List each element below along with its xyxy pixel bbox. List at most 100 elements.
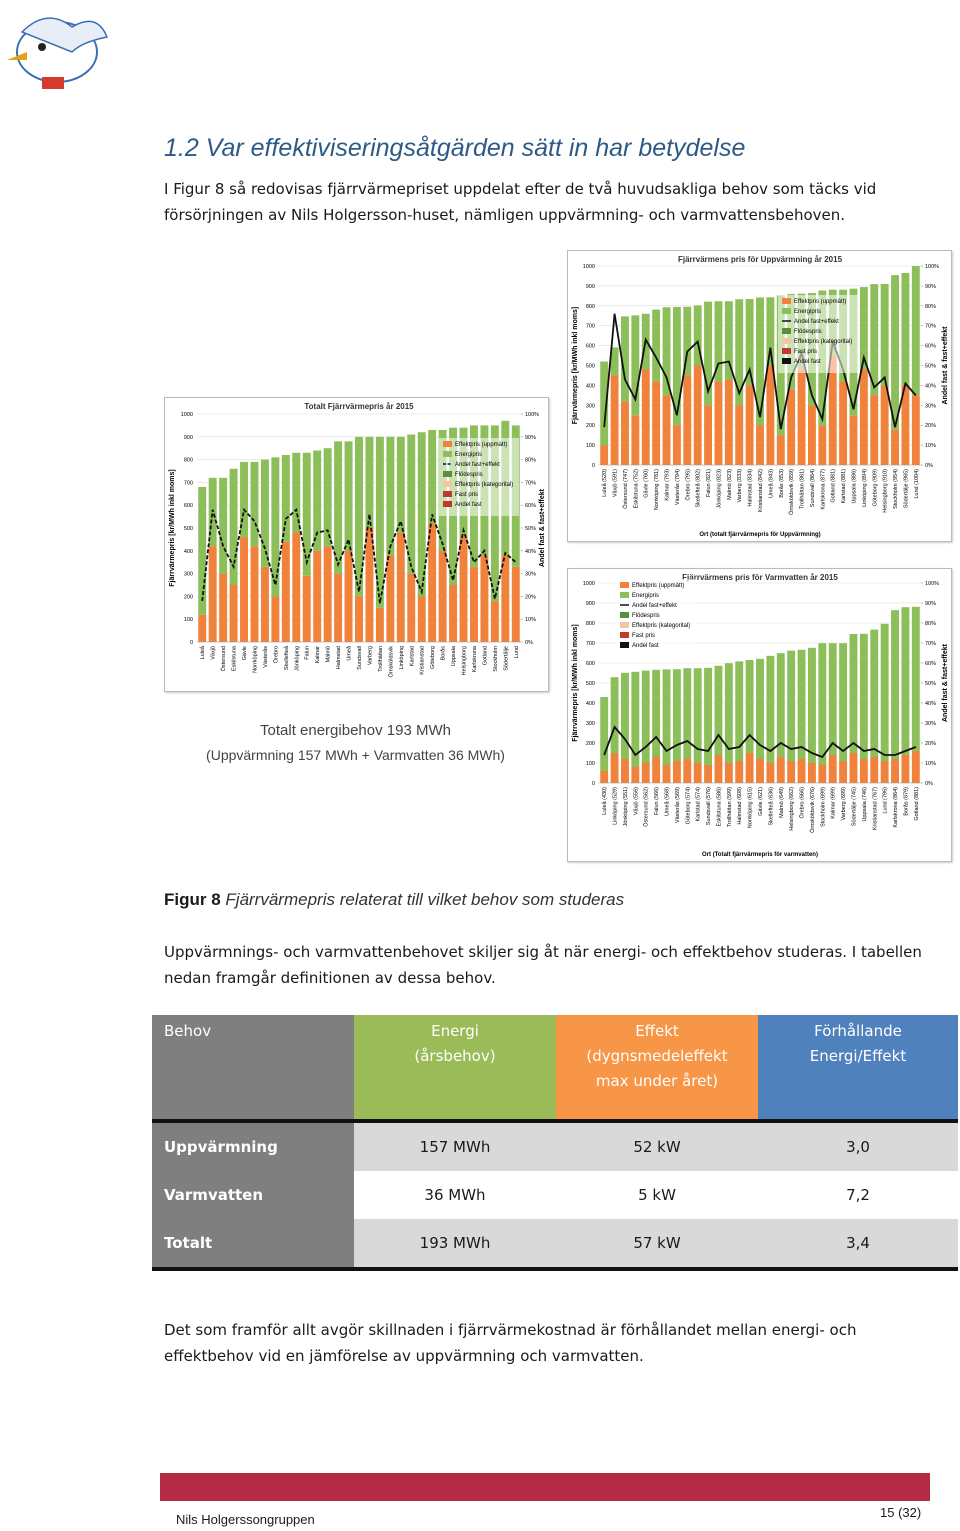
figure-label: Figur 8 xyxy=(164,890,221,909)
legend-swatch xyxy=(443,501,452,507)
intro: I Figur 8 så redovisas fjärrvärmepriset … xyxy=(164,180,877,224)
bar-segment xyxy=(219,573,228,642)
x-tick-label: Helsingborg (662) xyxy=(789,787,795,831)
x-tick-label: Malmö xyxy=(326,646,332,663)
bar-segment xyxy=(600,361,609,446)
bar-segment xyxy=(776,435,785,465)
bar-segment xyxy=(766,655,775,763)
bar-segment xyxy=(859,633,868,759)
x-tick-label: Sundsvall (576) xyxy=(706,787,712,825)
legend-label: Effektpris (uppmätt) xyxy=(794,299,846,305)
bar-segment xyxy=(818,765,827,783)
bar-segment xyxy=(281,541,290,642)
bar-segment xyxy=(250,546,259,642)
chart-frame: Fjärrvärmens pris för Uppvärmning år 201… xyxy=(567,250,952,542)
x-tick-label: Jönköping (551) xyxy=(623,787,629,827)
bar-segment xyxy=(891,275,899,430)
bar-segment xyxy=(610,375,619,465)
y-tick-label: 1000 xyxy=(583,264,595,270)
bar-segment xyxy=(662,765,671,783)
bar-segment xyxy=(891,610,899,759)
y-tick-label: 800 xyxy=(184,458,193,464)
bar-segment xyxy=(641,369,650,465)
table-row: Varmvatten 36 MWh 5 kW 7,2 xyxy=(152,1171,958,1219)
y2-tick-label: 80% xyxy=(925,621,936,627)
y-tick-label: 0 xyxy=(190,640,193,646)
x-tick-label: Lund xyxy=(514,646,520,658)
header-cell: Effekt (dygnsmedeleffekt max under året) xyxy=(556,1015,758,1123)
y2-tick-label: 40% xyxy=(925,701,936,707)
x-tick-label: Gävle xyxy=(242,646,248,660)
bar-segment xyxy=(621,672,629,759)
bar-segment xyxy=(756,297,764,426)
legend-swatch xyxy=(443,481,452,487)
x-tick-label: Kristianstad (842) xyxy=(758,469,764,512)
bar-segment xyxy=(901,385,910,465)
bar-segment xyxy=(735,761,744,783)
y-tick-label: 600 xyxy=(586,661,595,667)
x-tick-label: Borås (879) xyxy=(902,787,909,816)
bar-segment xyxy=(449,585,458,642)
bar-segment xyxy=(818,643,827,765)
bar-segment xyxy=(417,596,426,642)
bar-segment xyxy=(428,429,437,524)
x-tick-label: Örebro (795) xyxy=(684,469,691,501)
line xyxy=(603,725,917,759)
x-tick-label: Jönköping xyxy=(294,646,300,671)
bar-segment xyxy=(880,761,889,783)
y-tick-label: 900 xyxy=(184,435,193,441)
header-text: Energi/Effekt xyxy=(809,1047,907,1065)
x-tick-label: Jönköping (823) xyxy=(716,469,722,509)
x-tick-label: Gävle (760) xyxy=(644,469,650,498)
x-tick-label: Lund (796) xyxy=(883,787,889,814)
x-tick-label: Luleå (520) xyxy=(601,469,608,497)
bar-segment xyxy=(260,459,269,567)
bar-segment xyxy=(417,432,426,597)
bar-segment xyxy=(438,550,447,642)
legend-label: Energipris xyxy=(455,452,482,458)
legend-label: Flödespris xyxy=(794,329,822,335)
bar-segment xyxy=(355,596,363,642)
x-tick-label: Uppsala xyxy=(451,645,457,666)
bar-segment xyxy=(208,546,217,642)
y2-tick-label: 90% xyxy=(925,284,936,290)
bar-segment xyxy=(672,761,681,783)
x-tick-label: Karlstad (881) xyxy=(841,469,847,504)
bar-segment xyxy=(219,477,228,574)
y2-tick-label: 0% xyxy=(525,640,533,646)
x-tick-label: Norrköping xyxy=(252,646,258,673)
x-tick-label: Uppsala (746) xyxy=(862,787,868,822)
x-tick-label: Kristianstad (767) xyxy=(872,787,878,830)
bar-segment xyxy=(396,436,405,533)
cell: 5 kW xyxy=(638,1186,676,1204)
y-tick-label: 200 xyxy=(184,594,193,600)
x-tick-label: Halmstad (834) xyxy=(748,469,754,507)
bar-segment xyxy=(828,643,837,755)
y-tick-label: 0 xyxy=(592,463,595,469)
bar-segment xyxy=(745,299,754,386)
chart: Fjärrvärmens pris för Uppvärmning år 201… xyxy=(572,255,949,538)
y2-tick-label: 70% xyxy=(925,324,936,330)
bar-segment xyxy=(839,761,848,783)
x-tick-label: Södertälje (745) xyxy=(851,787,857,826)
bar-segment xyxy=(756,658,764,759)
x-tick-label: Karlskrona xyxy=(472,645,478,672)
x-tick-label: Växjö (591) xyxy=(613,469,619,497)
bar-segment xyxy=(766,297,775,366)
bar-segment xyxy=(911,751,920,783)
x-tick-label: Karlstad (574) xyxy=(696,787,702,822)
x-tick-label: Kalmar xyxy=(315,646,321,664)
bar-segment xyxy=(469,566,478,642)
bar-segment xyxy=(859,759,868,783)
x-tick-label: Umeå xyxy=(346,645,353,661)
logo xyxy=(7,17,109,89)
x-tick-label: Västerås xyxy=(262,646,269,668)
x-tick-label: Linköping (894) xyxy=(862,469,868,507)
bar-segment xyxy=(672,306,681,426)
figure-caption: Figur 8 Fjärrvärmepris relaterat till vi… xyxy=(164,890,624,910)
bar-segment xyxy=(652,381,661,465)
x-tick-label: Eskilstuna (752) xyxy=(633,469,639,509)
legend-box xyxy=(439,438,519,516)
x-tick-label: Örnsköldsvik xyxy=(387,646,394,678)
